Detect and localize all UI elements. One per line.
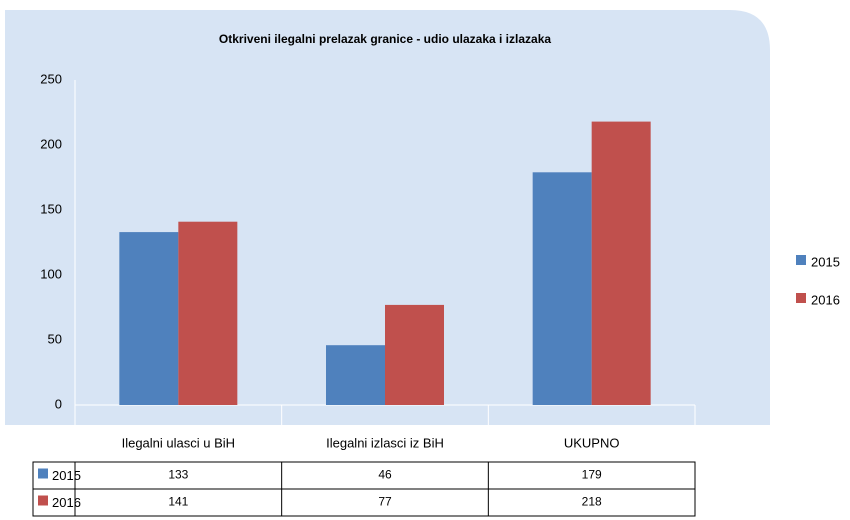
- table-value: 133: [168, 468, 188, 482]
- table-legend-swatch: [38, 495, 48, 506]
- legend-swatch: [796, 293, 806, 303]
- bar: [591, 121, 651, 405]
- table-series-name: 2016: [52, 495, 81, 510]
- table-value: 46: [378, 468, 392, 482]
- table-series-name: 2015: [52, 468, 81, 483]
- chart-title: Otkriveni ilegalni prelazak granice - ud…: [219, 32, 551, 46]
- bar: [326, 345, 385, 405]
- table-value: 218: [582, 495, 602, 509]
- legend-label: 2016: [811, 292, 840, 307]
- table-value: 179: [582, 468, 602, 482]
- bar: [532, 172, 592, 405]
- legend-swatch: [796, 255, 806, 265]
- table-legend-swatch: [38, 468, 48, 479]
- x-tick-label: Ilegalni ulasci u BiH: [122, 435, 235, 450]
- y-tick-label: 0: [55, 396, 62, 411]
- y-tick-label: 200: [40, 136, 62, 151]
- bar: [119, 232, 179, 405]
- table-value: 141: [168, 495, 188, 509]
- x-tick-label: Ilegalni izlasci iz BiH: [326, 435, 444, 450]
- y-tick-label: 50: [48, 331, 62, 346]
- table-value: 77: [378, 495, 392, 509]
- x-tick-label: UKUPNO: [564, 435, 620, 450]
- bar: [385, 304, 444, 405]
- y-tick-label: 250: [40, 71, 62, 86]
- bar: [178, 221, 238, 405]
- y-tick-label: 150: [40, 201, 62, 216]
- y-tick-label: 100: [40, 266, 62, 281]
- legend-label: 2015: [811, 254, 840, 269]
